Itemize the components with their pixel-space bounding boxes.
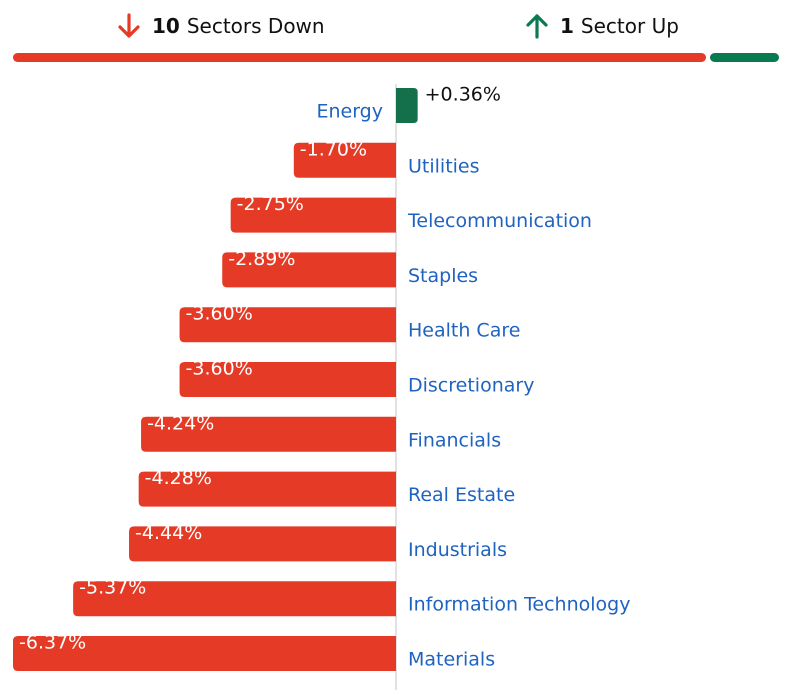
bar-industrials	[129, 526, 396, 562]
sectors-down-ratio-bar	[13, 53, 706, 62]
category-label-real-estate[interactable]: Real Estate	[408, 484, 515, 506]
category-label-staples[interactable]: Staples	[408, 265, 478, 287]
arrow-up-icon	[526, 14, 548, 39]
sectors-down-text: Sectors Down	[186, 14, 325, 38]
category-label-utilities[interactable]: Utilities	[408, 155, 480, 177]
category-label-industrials[interactable]: Industrials	[408, 539, 507, 561]
bar-information-technology	[73, 581, 397, 617]
category-label-energy[interactable]: Energy	[316, 101, 383, 123]
bar-utilities	[293, 142, 396, 178]
category-label-discretionary[interactable]: Discretionary	[408, 375, 534, 397]
value-label-energy: +0.36%	[425, 84, 501, 106]
value-label-discretionary: -3.60%	[186, 358, 253, 380]
category-label-materials[interactable]: Materials	[408, 649, 495, 671]
category-label-information-technology[interactable]: Information Technology	[408, 594, 630, 616]
bar-real-estate	[138, 471, 396, 507]
value-label-telecommunication: -2.75%	[237, 193, 304, 215]
bar-telecommunication	[230, 197, 396, 233]
bar-discretionary	[179, 362, 396, 397]
value-label-financials: -4.24%	[147, 412, 214, 434]
bar-financials	[141, 416, 396, 452]
value-label-real-estate: -4.28%	[145, 467, 212, 489]
category-label-telecommunication[interactable]: Telecommunication	[407, 210, 592, 232]
bar-health-care	[179, 307, 396, 343]
sectors-up-count: 1	[560, 14, 574, 38]
arrow-down-icon	[118, 13, 140, 38]
value-label-industrials: -4.44%	[135, 522, 202, 544]
sectors-up-ratio-bar	[709, 53, 779, 62]
value-label-staples: -2.89%	[228, 248, 295, 270]
sector-summary: 10 Sectors Down 1 Sector Up	[0, 12, 801, 44]
category-label-health-care[interactable]: Health Care	[408, 320, 520, 342]
sectors-down-summary: 10 Sectors Down	[116, 12, 325, 40]
value-label-health-care: -3.60%	[186, 303, 253, 325]
sectors-up-summary: 1 Sector Up	[524, 12, 679, 40]
bar-materials	[13, 636, 396, 671]
category-label-financials[interactable]: Financials	[408, 429, 501, 451]
sectors-down-count: 10	[152, 14, 180, 38]
bar-staples	[222, 252, 396, 288]
value-label-information-technology: -5.37%	[79, 577, 146, 599]
value-label-materials: -6.37%	[19, 632, 86, 654]
sectors-up-text: Sector Up	[580, 14, 679, 38]
value-label-utilities: -1.70%	[300, 138, 367, 160]
bar-energy	[396, 88, 418, 123]
